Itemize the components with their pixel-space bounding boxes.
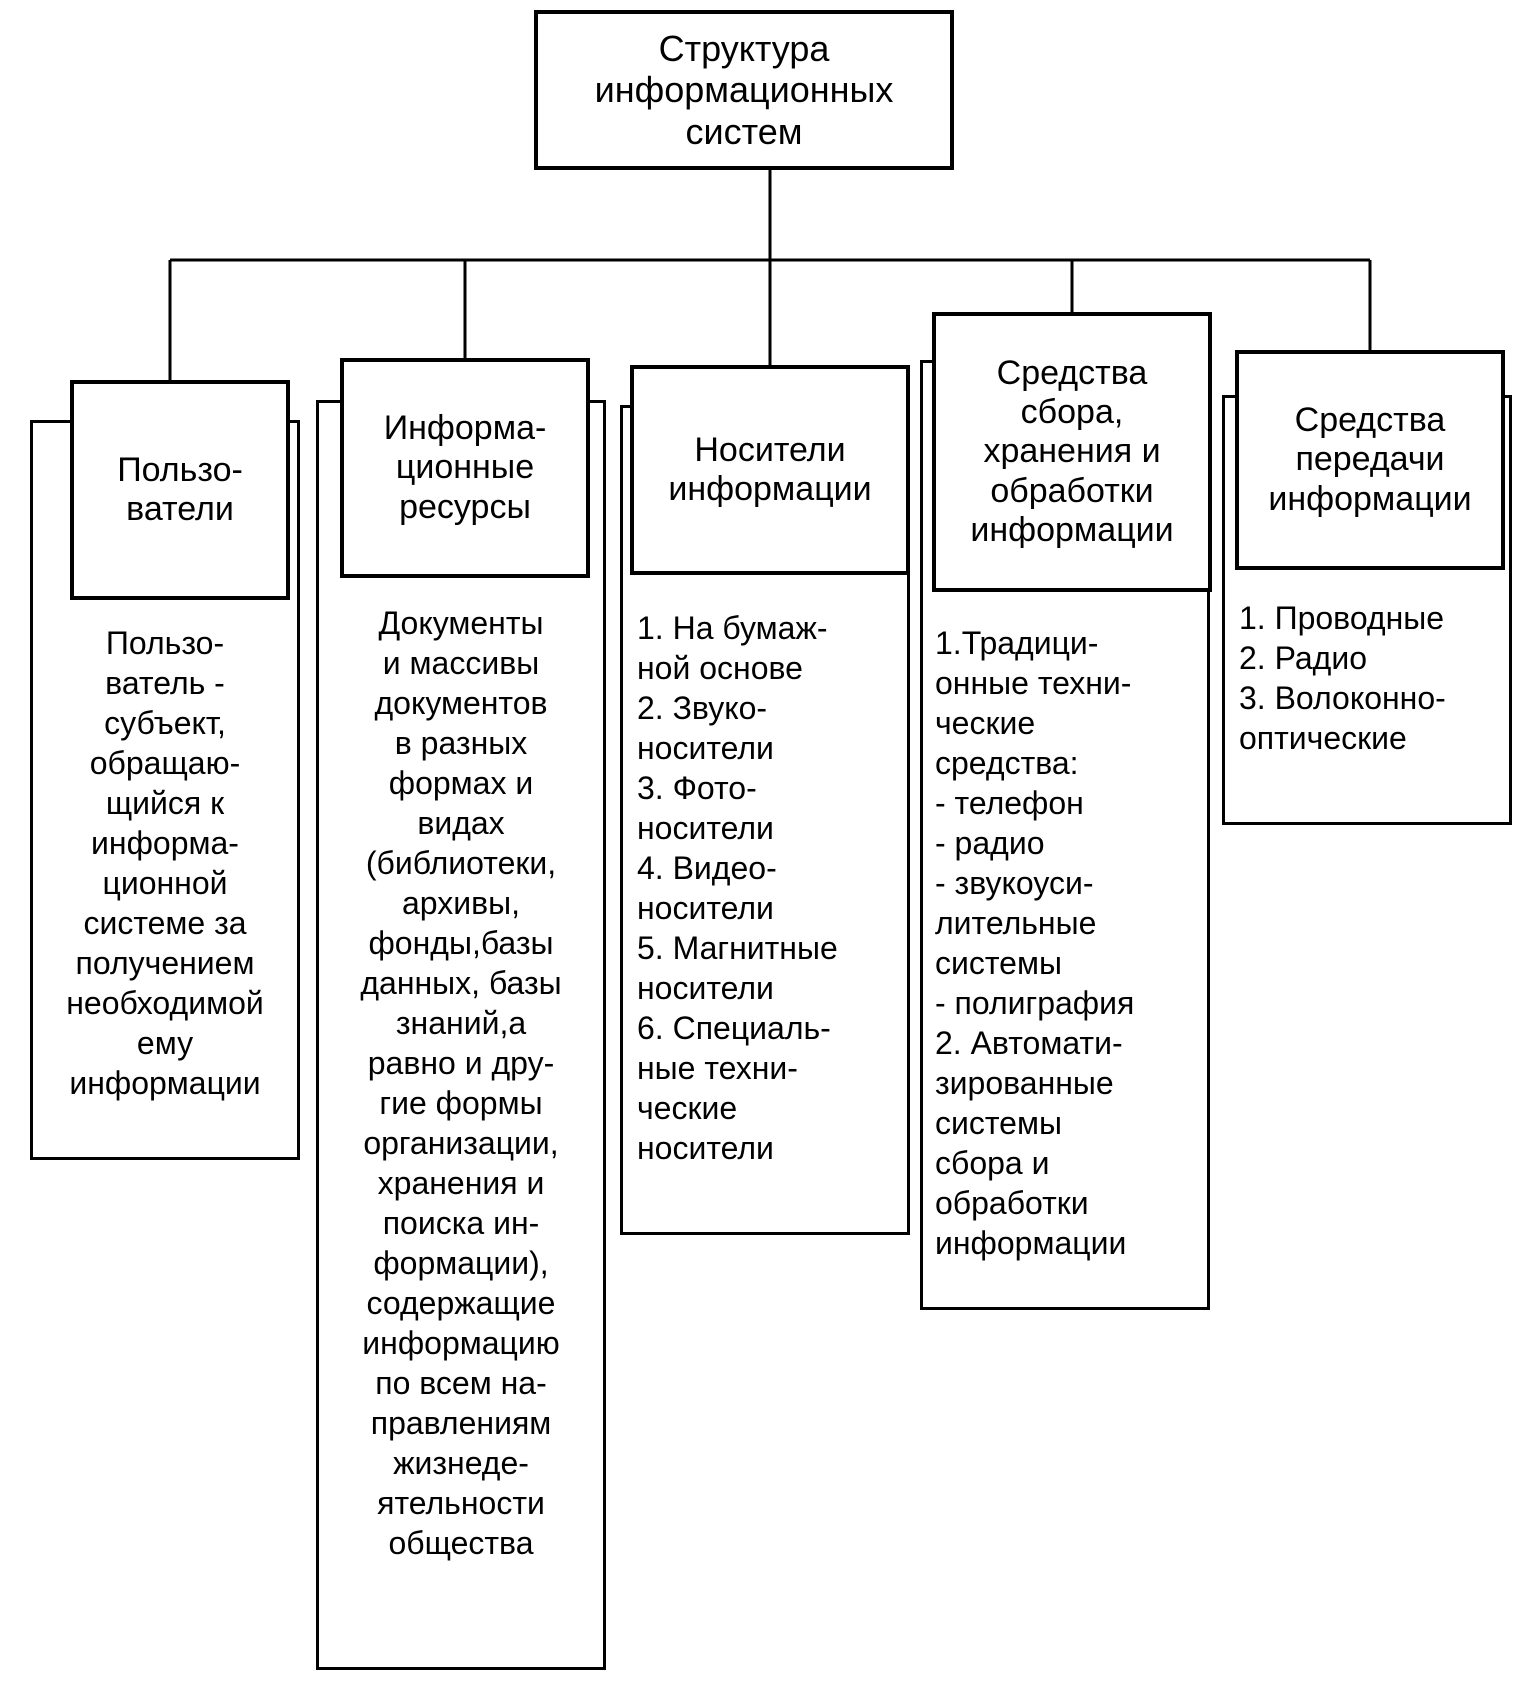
- branch-head-users: Пользо-ватели: [70, 380, 290, 600]
- root-label: Структураинформационныхсистем: [595, 28, 894, 152]
- diagram-canvas: Структураинформационныхсистем Пользо- ват…: [0, 0, 1523, 1694]
- branch-head-label-transmission: Средствапередачиинформации: [1268, 401, 1471, 518]
- branch-body-text-resources: Документы и массивы документов в разных …: [329, 603, 593, 1563]
- branch-body-resources: Документы и массивы документов в разных …: [316, 400, 606, 1670]
- branch-head-label-carriers: Носителиинформации: [668, 431, 871, 509]
- branch-head-collection: Средствасбора,хранения иобработкиинформа…: [932, 312, 1212, 592]
- branch-body-text-users: Пользо- ватель - субъект, обращаю- щийся…: [43, 623, 287, 1103]
- branch-body-text-transmission: 1. Проводные 2. Радио 3. Волоконно- опти…: [1239, 598, 1495, 758]
- branch-body-text-collection: 1.Традици- онные техни- ческие средства:…: [935, 623, 1195, 1263]
- branch-head-transmission: Средствапередачиинформации: [1235, 350, 1505, 570]
- branch-head-label-collection: Средствасбора,хранения иобработкиинформа…: [970, 354, 1173, 549]
- root-node: Структураинформационныхсистем: [534, 10, 954, 170]
- branch-head-carriers: Носителиинформации: [630, 365, 910, 575]
- branch-head-resources: Информа-ционныересурсы: [340, 358, 590, 578]
- branch-head-label-resources: Информа-ционныересурсы: [384, 409, 547, 526]
- branch-head-label-users: Пользо-ватели: [117, 451, 243, 529]
- branch-body-text-carriers: 1. На бумаж- ной основе 2. Звуко- носите…: [637, 608, 893, 1168]
